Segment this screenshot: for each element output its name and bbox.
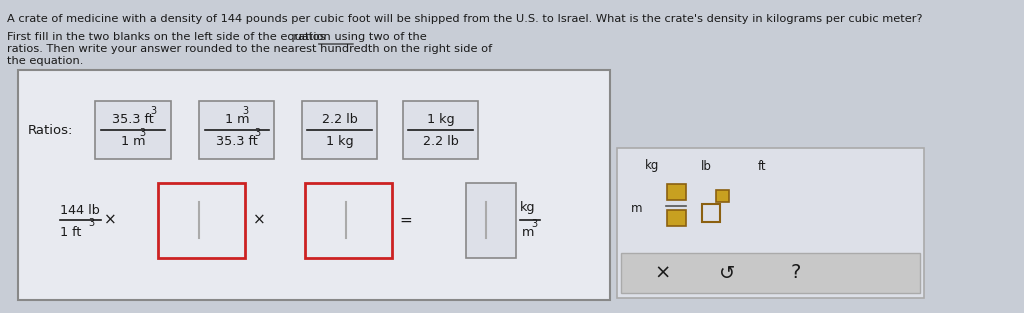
Text: A crate of medicine with a density of 144 pounds per cubic foot will be shipped : A crate of medicine with a density of 14… <box>7 14 923 24</box>
Text: m: m <box>522 227 535 239</box>
Text: 3: 3 <box>139 128 145 138</box>
Text: ratios. Then write your answer rounded to the nearest hundredth on the right sid: ratios. Then write your answer rounded t… <box>7 44 493 54</box>
Text: 3: 3 <box>530 219 537 229</box>
Text: ↺: ↺ <box>719 264 735 283</box>
Text: 2.2 lb: 2.2 lb <box>322 113 357 126</box>
Text: 1 kg: 1 kg <box>427 113 455 126</box>
Text: 35.3 ft: 35.3 ft <box>113 113 154 126</box>
Text: ratios: ratios <box>7 32 326 42</box>
Text: 1 ft: 1 ft <box>59 225 81 239</box>
FancyBboxPatch shape <box>18 70 610 300</box>
Text: m: m <box>631 202 643 214</box>
FancyBboxPatch shape <box>302 101 377 159</box>
Text: ?: ? <box>791 264 801 283</box>
Text: 35.3 ft: 35.3 ft <box>216 135 258 148</box>
Text: ×: × <box>654 264 671 283</box>
Text: 144 lb: 144 lb <box>59 203 99 217</box>
FancyBboxPatch shape <box>616 148 925 298</box>
Text: 3: 3 <box>88 218 94 228</box>
FancyBboxPatch shape <box>668 210 685 226</box>
Text: 3: 3 <box>151 106 157 116</box>
FancyBboxPatch shape <box>702 204 721 222</box>
Text: the equation.: the equation. <box>7 56 84 66</box>
Text: kg: kg <box>644 160 658 172</box>
Text: 2.2 lb: 2.2 lb <box>423 135 459 148</box>
Text: 1 m: 1 m <box>121 135 145 148</box>
Text: ft: ft <box>758 160 766 172</box>
FancyBboxPatch shape <box>159 182 246 258</box>
FancyBboxPatch shape <box>716 190 729 202</box>
FancyBboxPatch shape <box>466 182 516 258</box>
FancyBboxPatch shape <box>199 101 274 159</box>
FancyBboxPatch shape <box>622 253 920 293</box>
Text: lb: lb <box>701 160 712 172</box>
Text: 1 kg: 1 kg <box>326 135 353 148</box>
Text: ×: × <box>253 213 265 228</box>
Text: kg: kg <box>520 202 536 214</box>
FancyBboxPatch shape <box>95 101 171 159</box>
Text: ×: × <box>103 213 117 228</box>
Text: First fill in the two blanks on the left side of the equation using two of the: First fill in the two blanks on the left… <box>7 32 427 42</box>
FancyBboxPatch shape <box>305 182 392 258</box>
Text: 3: 3 <box>254 128 260 138</box>
Text: =: = <box>399 213 413 228</box>
FancyBboxPatch shape <box>402 101 478 159</box>
Text: 1 m: 1 m <box>224 113 249 126</box>
FancyBboxPatch shape <box>668 184 685 200</box>
Text: 3: 3 <box>243 106 249 116</box>
Text: Ratios:: Ratios: <box>28 124 73 136</box>
